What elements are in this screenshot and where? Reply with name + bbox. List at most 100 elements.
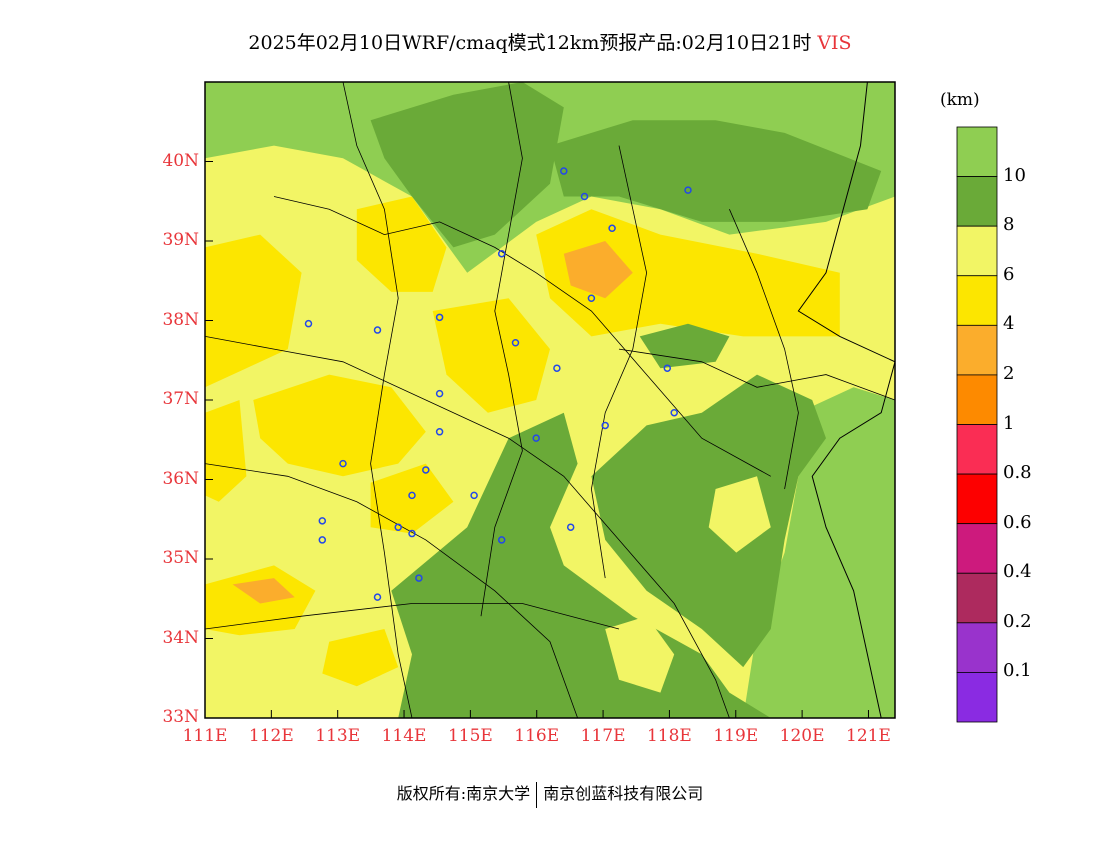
lat-label: 39N xyxy=(162,230,199,250)
border-line xyxy=(590,145,648,579)
copyright-right: 南京创蓝科技有限公司 xyxy=(543,784,704,803)
colorbar-segment xyxy=(956,126,998,177)
city-marker xyxy=(553,364,561,372)
city-marker xyxy=(497,249,506,258)
variable-name: VIS xyxy=(817,32,852,54)
field-east-green xyxy=(743,387,895,718)
colorbar-segment xyxy=(956,622,998,673)
field-southcenter-yellow xyxy=(322,629,399,687)
lon-label: 118E xyxy=(646,726,692,746)
colorbar-label: 0.1 xyxy=(1003,660,1032,682)
city-marker xyxy=(415,574,423,582)
city-marker xyxy=(318,536,327,544)
lat-label: 36N xyxy=(162,468,199,489)
city-marker xyxy=(663,364,672,372)
city-marker xyxy=(339,459,347,468)
field-ne-yellow xyxy=(536,209,840,337)
border-line xyxy=(273,196,771,477)
city-marker xyxy=(560,167,568,175)
copyright-left: 版权所有:南京大学 xyxy=(396,784,531,803)
colorbar-label: 2 xyxy=(1003,362,1015,384)
colorbar-segment xyxy=(956,572,998,624)
colorbar xyxy=(956,126,998,723)
city-marker xyxy=(408,491,416,500)
city-marker xyxy=(580,192,589,201)
border-line xyxy=(342,82,413,718)
lon-label: 117E xyxy=(580,726,626,746)
colorbar-segment xyxy=(956,324,998,376)
field-central-yellow xyxy=(253,374,426,477)
colorbar-label: 0.6 xyxy=(1003,511,1032,533)
city-marker xyxy=(566,523,575,531)
city-marker xyxy=(532,434,540,442)
border-line xyxy=(729,209,799,490)
border-line xyxy=(480,82,523,617)
coast-line xyxy=(797,82,895,718)
field-orange-sw xyxy=(232,578,295,604)
map-title: 2025年02月10日WRF/cmaq模式12km预报产品:02月10日21时 V… xyxy=(0,28,1100,55)
lon-label: 113E xyxy=(315,726,361,746)
field-west-yellow-2 xyxy=(205,400,247,502)
field-east-darkgreen xyxy=(591,374,826,668)
colorbar-segment xyxy=(956,424,998,475)
lon-label: 112E xyxy=(248,726,294,746)
city-marker xyxy=(373,593,382,601)
lat-label: 35N xyxy=(162,548,199,568)
field-yellow-patch xyxy=(605,616,675,693)
lat-label: 37N xyxy=(162,389,199,409)
colorbar-unit: (km) xyxy=(940,90,980,110)
colorbar-label: 8 xyxy=(1003,214,1015,236)
lat-label: 33N xyxy=(162,707,199,727)
lon-label: 121E xyxy=(846,726,891,746)
colorbar-segment xyxy=(956,473,998,525)
city-marker xyxy=(670,408,678,417)
city-marker xyxy=(373,326,382,334)
border-line xyxy=(205,603,620,630)
field-south-darkgreen xyxy=(391,412,771,718)
lon-label: 120E xyxy=(779,726,825,746)
field-north-yellow xyxy=(356,196,447,292)
colorbar-segment xyxy=(956,225,998,277)
colorbar-label: 0.4 xyxy=(1003,561,1032,583)
footer-divider xyxy=(536,781,538,808)
colorbar-label: 6 xyxy=(1003,263,1015,285)
coastline xyxy=(797,82,895,718)
lon-label: 114E xyxy=(381,726,427,746)
visibility-field xyxy=(205,82,895,718)
colorbar-segment xyxy=(956,672,998,723)
admin-borders xyxy=(205,82,895,718)
lon-label: 111E xyxy=(182,726,228,746)
field-orange-tianjin xyxy=(563,241,633,299)
colorbar-label: 10 xyxy=(1003,164,1026,186)
field-ne-darkgreen xyxy=(550,120,882,222)
colorbar-label: 1 xyxy=(1003,412,1015,434)
city-marker xyxy=(587,294,596,302)
city-marker xyxy=(608,224,616,233)
border-line xyxy=(618,348,895,401)
colorbar-segment xyxy=(956,275,998,326)
city-marker xyxy=(435,313,444,322)
colorbar-label: 4 xyxy=(1003,313,1015,335)
city-marker xyxy=(435,389,444,398)
lon-label: 115E xyxy=(447,726,493,746)
colorbar-segment xyxy=(956,176,998,227)
city-marker xyxy=(497,536,506,544)
city-marker xyxy=(394,523,402,531)
border-line xyxy=(205,336,730,718)
city-marker xyxy=(318,517,327,525)
city-marker xyxy=(470,491,478,500)
axis-ticks xyxy=(204,161,869,719)
lon-label: 116E xyxy=(514,726,560,746)
colorbar-label: 0.2 xyxy=(1003,610,1032,632)
colorbar-segment xyxy=(956,374,998,425)
city-marker xyxy=(408,529,416,538)
field-north-darkgreen xyxy=(370,82,564,248)
city-markers xyxy=(304,167,692,601)
city-marker xyxy=(304,319,313,328)
city-marker xyxy=(684,186,692,194)
border-line xyxy=(205,463,578,718)
lat-label: 40N xyxy=(162,150,199,171)
field-center-yellow xyxy=(432,298,550,413)
colorbar-label: 0.8 xyxy=(1003,462,1032,484)
